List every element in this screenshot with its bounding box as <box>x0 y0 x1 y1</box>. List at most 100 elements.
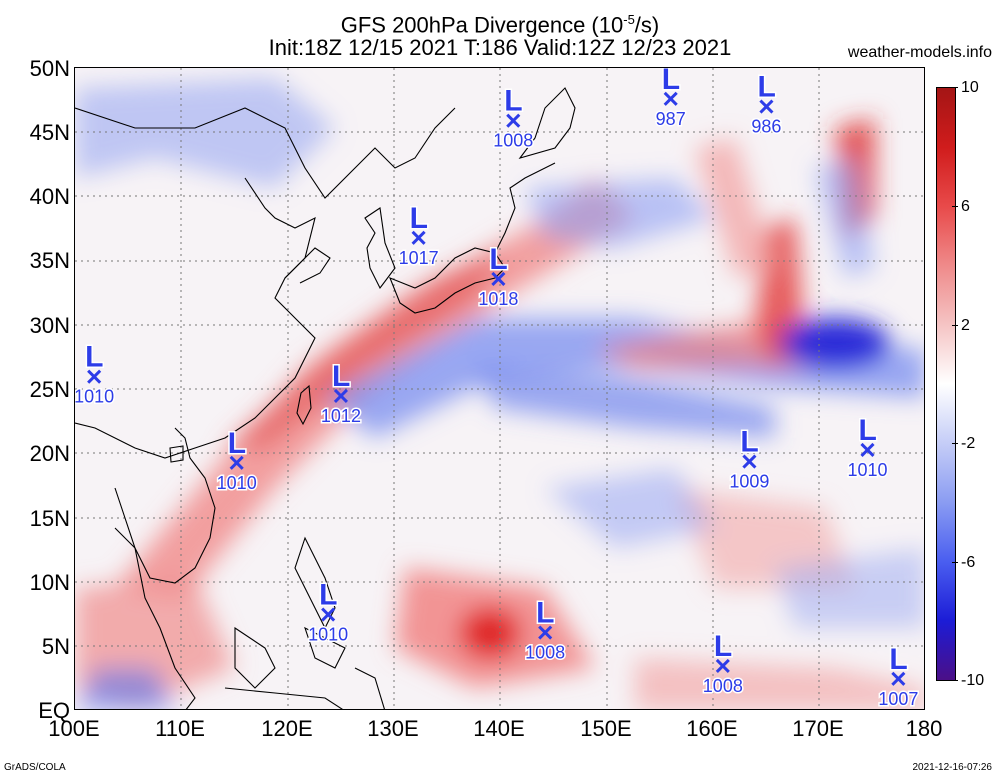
low-letter: L <box>714 630 732 663</box>
lon-label-140e: 140E <box>473 716 525 741</box>
title-exponent: -5 <box>623 12 635 27</box>
low-letter: L <box>757 71 775 104</box>
lon-label-110e: 110E <box>155 716 205 741</box>
colorbar-label-neg6: -6 <box>961 554 976 571</box>
low-marker: L 1007 <box>877 641 920 709</box>
divergence-field <box>75 78 924 709</box>
colorbar-tick <box>952 443 958 444</box>
low-letter: L <box>740 426 758 459</box>
low-x-mark <box>506 113 521 128</box>
divergence-map: L 1010 L 1010 L 1012 L 1017 L 1008 L 1018 L 987 L 986 L 1… <box>75 68 924 709</box>
lat-label-45n: 45N <box>29 120 70 145</box>
low-x-mark <box>333 388 348 403</box>
colorbar-tick <box>952 325 958 326</box>
low-x-mark <box>860 442 875 458</box>
lon-label-180: 180 <box>905 716 943 741</box>
lat-label-5n: 5N <box>41 634 70 659</box>
timestamp: 2021-12-16-07:26 <box>912 762 992 773</box>
low-pressure-value: 1017 <box>399 248 439 268</box>
chart-title: GFS 200hPa Divergence (10-5/s) <box>0 8 1000 37</box>
site-credit: weather-models.info <box>847 44 992 61</box>
low-x-mark <box>891 671 906 686</box>
low-marker: L 1017 <box>397 200 440 269</box>
low-x-mark <box>759 99 774 114</box>
chart-subtitle: Init:18Z 12/15 2021 T:186 Valid:12Z 12/2… <box>268 35 732 60</box>
low-marker: L 1010 <box>215 425 258 494</box>
colorbar-tick <box>952 562 958 563</box>
lat-label-30n: 30N <box>29 313 70 338</box>
low-x-mark <box>742 454 757 469</box>
low-letter: L <box>319 579 337 612</box>
low-pressure-value: 1012 <box>321 406 361 426</box>
colorbar-label-neg2: -2 <box>961 435 976 452</box>
low-letter: L <box>889 643 907 676</box>
lat-label-25n: 25N <box>29 377 70 402</box>
lon-label-170e: 170E <box>792 716 844 741</box>
low-letter: L <box>332 360 350 393</box>
low-x-mark <box>321 607 336 622</box>
title-text: GFS 200hPa Divergence (10 <box>340 12 624 38</box>
low-letter: L <box>858 414 876 447</box>
colorbar-tick <box>952 680 958 681</box>
low-letter: L <box>410 202 428 235</box>
lat-label-20n: 20N <box>29 441 70 466</box>
colorbar-tick <box>952 206 958 207</box>
low-letter: L <box>536 597 554 630</box>
colorbar-label-6: 6 <box>961 198 970 215</box>
low-marker: L 1010 <box>75 339 116 408</box>
lon-label-160e: 160E <box>686 716 738 741</box>
lat-label-50n: 50N <box>29 56 70 81</box>
low-marker: L 1012 <box>319 358 362 427</box>
low-pressure-value: 1010 <box>308 625 348 645</box>
colorbar-label-neg10: -10 <box>961 672 985 689</box>
lon-label-120e: 120E <box>261 716 313 741</box>
grid-lines <box>75 68 924 709</box>
low-pressure-value: 1008 <box>703 676 743 696</box>
low-marker: L 1010 <box>307 577 350 646</box>
low-letter: L <box>662 68 680 96</box>
low-letter: L <box>504 85 522 118</box>
low-pressure-value: 1010 <box>75 387 114 407</box>
lat-label-eq: EQ <box>38 698 70 723</box>
low-marker: L 1010 <box>846 412 889 481</box>
lat-label-10n: 10N <box>29 570 70 595</box>
low-marker: L 1008 <box>701 628 744 697</box>
low-pressure-value: 1008 <box>493 131 533 151</box>
low-pressure-value: 987 <box>656 109 686 129</box>
low-letter: L <box>85 341 103 374</box>
low-x-mark <box>491 271 506 286</box>
low-letter: L <box>489 243 507 276</box>
colorbar-label-2: 2 <box>961 317 970 334</box>
low-pressure-value: 1008 <box>525 643 565 663</box>
lat-label-40n: 40N <box>29 184 70 209</box>
low-marker: L 986 <box>750 69 783 138</box>
low-pressure-value: 986 <box>751 117 781 137</box>
lat-label-15n: 15N <box>29 506 70 531</box>
lon-label-100e: 100E <box>48 716 100 741</box>
low-x-mark <box>715 658 730 674</box>
low-pressure-value: 1010 <box>217 473 257 493</box>
low-marker: L 1008 <box>524 595 567 664</box>
coastlines <box>75 87 576 709</box>
low-x-mark <box>538 625 553 640</box>
low-marker: L 1009 <box>728 424 771 493</box>
low-x-mark <box>663 91 678 106</box>
colorbar <box>936 87 956 681</box>
low-marker: L 1018 <box>477 241 520 310</box>
lon-label-130e: 130E <box>367 716 419 741</box>
lat-label-35n: 35N <box>29 248 70 273</box>
colorbar-tick <box>952 87 958 88</box>
low-letter: L <box>228 427 246 460</box>
map-panel: L 1010 L 1010 L 1012 L 1017 L 1008 L 1018 L 987 L 986 L 1… <box>74 67 925 710</box>
lon-label-150e: 150E <box>580 716 632 741</box>
title-unit: /s) <box>634 12 660 38</box>
pressure-lows: L 1010 L 1010 L 1012 L 1017 L 1008 L 1018 L 987 L 986 L 1… <box>75 68 920 709</box>
low-x-mark <box>87 369 102 384</box>
colorbar-label-10: 10 <box>961 79 979 96</box>
low-marker: L 1008 <box>492 83 535 152</box>
low-pressure-value: 1018 <box>478 289 518 309</box>
low-x-mark <box>411 230 426 245</box>
software-credit: GrADS/COLA <box>4 762 66 773</box>
low-pressure-value: 1007 <box>878 689 918 709</box>
low-pressure-value: 1010 <box>847 460 887 480</box>
